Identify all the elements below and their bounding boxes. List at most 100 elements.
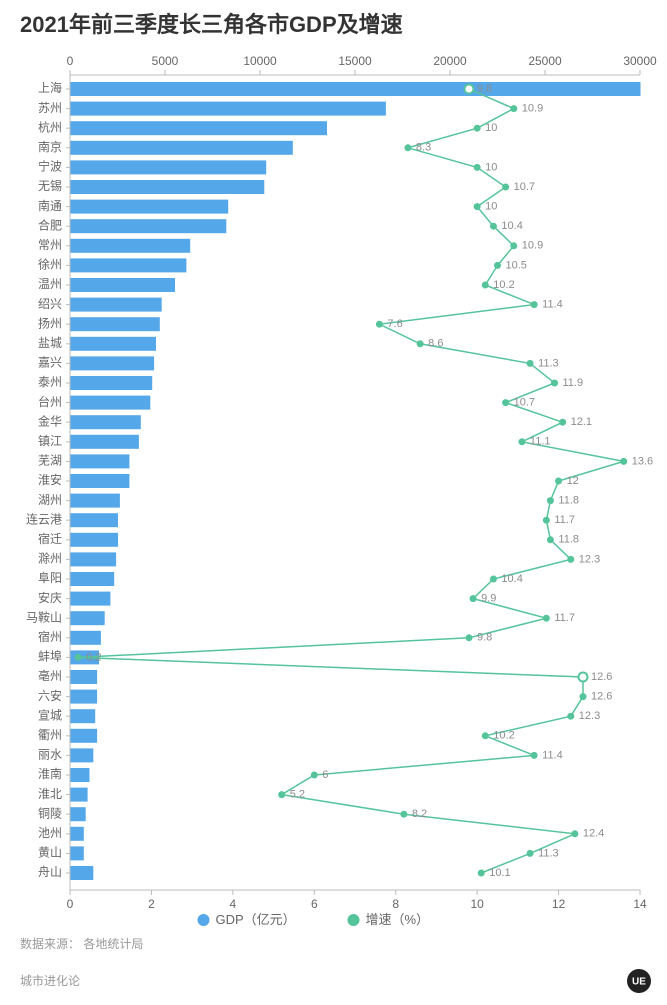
axis-bottom-tick-label: 6 (311, 897, 318, 911)
growth-value-label: 10.2 (493, 279, 514, 291)
category-label: 亳州 (38, 668, 62, 683)
growth-value-label: 7.6 (387, 318, 402, 330)
category-label: 铜陵 (38, 805, 62, 820)
category-label: 淮安 (38, 472, 62, 487)
growth-value-label: 0.2 (86, 651, 101, 663)
category-label: 安庆 (38, 590, 62, 605)
growth-value-label: 12.3 (579, 553, 600, 565)
growth-value-label: 11.8 (558, 534, 579, 546)
category-label: 泰州 (38, 375, 62, 389)
gdp-bar (71, 572, 115, 586)
growth-value-label: 10.7 (514, 397, 535, 409)
category-label: 杭州 (38, 119, 62, 134)
growth-value-label: 6 (322, 769, 328, 781)
growth-marker (555, 478, 562, 485)
category-label: 南京 (38, 139, 62, 154)
axis-bottom-tick-label: 4 (230, 897, 237, 911)
category-label: 金华 (38, 413, 62, 428)
growth-marker (311, 772, 318, 779)
legend-swatch (348, 914, 360, 926)
growth-marker (579, 673, 588, 682)
category-label: 徐州 (38, 257, 62, 272)
gdp-bar (71, 356, 155, 370)
growth-marker (567, 556, 574, 563)
category-label: 上海 (38, 80, 62, 95)
growth-value-label: 11.7 (554, 612, 575, 624)
axis-top-tick-label: 5000 (152, 54, 179, 68)
axis-top-tick-label: 20000 (433, 54, 467, 68)
gdp-bar (71, 631, 101, 645)
category-label: 嘉兴 (38, 356, 62, 370)
category-label: 池州 (38, 826, 62, 840)
gdp-bar (71, 690, 98, 704)
category-label: 盐城 (38, 336, 62, 350)
gdp-bar (71, 768, 90, 782)
axis-bottom-tick-label: 0 (67, 897, 74, 911)
growth-marker (490, 223, 497, 230)
footer-text: 城市进化论 (20, 973, 80, 988)
gdp-bar (71, 454, 130, 468)
category-label: 芜湖 (38, 453, 62, 468)
brand-badge-text: UE (632, 977, 646, 988)
category-label: 无锡 (38, 178, 62, 193)
growth-value-label: 11.8 (558, 495, 579, 507)
category-label: 湖州 (38, 492, 62, 507)
gdp-bar (71, 846, 84, 860)
growth-marker (494, 262, 501, 269)
growth-value-label: 10.4 (501, 220, 522, 232)
gdp-bar (71, 258, 187, 272)
growth-value-label: 8.3 (416, 142, 431, 154)
growth-value-label: 10 (485, 201, 497, 213)
growth-value-label: 9.9 (481, 593, 496, 605)
axis-bottom-tick-label: 2 (148, 897, 155, 911)
axis-bottom-tick-label: 12 (552, 897, 566, 911)
growth-marker (470, 595, 477, 602)
growth-marker (510, 242, 517, 249)
gdp-bar (71, 474, 130, 488)
growth-value-label: 10.9 (522, 240, 543, 252)
axis-bottom-tick-label: 14 (633, 897, 647, 911)
growth-marker (527, 360, 534, 367)
category-label: 合肥 (38, 217, 62, 232)
growth-marker (474, 203, 481, 210)
category-label: 绍兴 (38, 297, 62, 311)
axis-top-tick-label: 30000 (623, 54, 657, 68)
growth-value-label: 10 (485, 122, 497, 134)
growth-marker (567, 713, 574, 720)
gdp-bar (71, 376, 153, 390)
category-label: 阜阳 (38, 571, 62, 585)
growth-marker (417, 340, 424, 347)
growth-marker (551, 380, 558, 387)
growth-value-label: 9.8 (477, 632, 492, 644)
gdp-bar (71, 729, 98, 743)
growth-value-label: 12 (567, 475, 579, 487)
growth-marker (559, 419, 566, 426)
category-label: 宣城 (38, 707, 62, 722)
growth-marker (510, 105, 517, 112)
category-label: 黄山 (38, 846, 62, 860)
axis-top-tick-label: 25000 (528, 54, 562, 68)
category-label: 丽水 (38, 748, 62, 762)
growth-value-label: 5.2 (290, 789, 305, 801)
growth-marker (278, 791, 285, 798)
growth-value-label: 8.2 (412, 808, 427, 820)
axis-bottom-tick-label: 8 (392, 897, 399, 911)
axis-top-tick-label: 15000 (338, 54, 372, 68)
gdp-bar (71, 278, 176, 292)
growth-marker (466, 634, 473, 641)
gdp-bar (71, 788, 88, 802)
growth-value-label: 11.1 (530, 436, 551, 448)
gdp-bar (71, 670, 98, 684)
category-label: 六安 (38, 688, 62, 703)
growth-value-label: 12.4 (583, 828, 604, 840)
gdp-bar (71, 239, 191, 253)
legend-label: 增速（%） (366, 912, 430, 927)
gdp-bar (71, 866, 94, 880)
gdp-bar (71, 219, 227, 233)
gdp-bar (71, 121, 328, 135)
gdp-bar (71, 807, 86, 821)
category-label: 衢州 (38, 728, 62, 742)
category-label: 连云港 (26, 511, 62, 526)
gdp-bar (71, 102, 386, 116)
growth-marker (571, 830, 578, 837)
